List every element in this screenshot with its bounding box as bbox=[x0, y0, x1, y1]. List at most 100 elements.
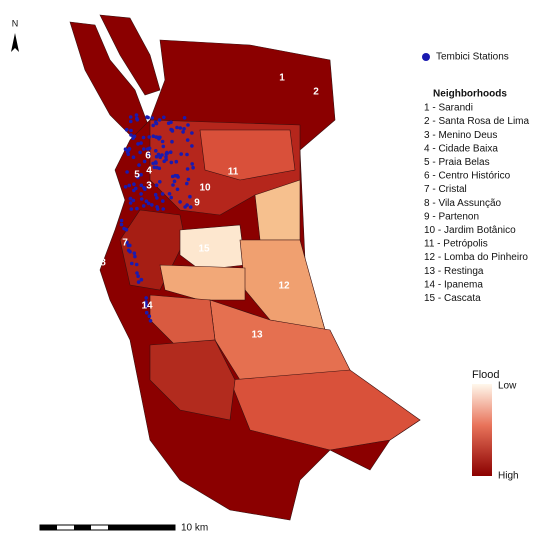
map-label: 6 bbox=[145, 151, 151, 162]
station-dot bbox=[175, 125, 179, 130]
map-label: 2 bbox=[313, 87, 319, 98]
station-dot bbox=[157, 118, 162, 122]
station-dot bbox=[128, 243, 132, 248]
station-dot bbox=[144, 310, 149, 315]
station-dot bbox=[139, 172, 143, 177]
station-dot bbox=[139, 192, 143, 196]
station-dot bbox=[148, 319, 153, 323]
map-label: 15 bbox=[198, 244, 210, 255]
station-dot bbox=[186, 177, 191, 182]
neighborhood-item: 12 - Lomba do Pinheiro bbox=[424, 252, 528, 263]
station-dot bbox=[182, 127, 186, 131]
neighborhood-item: 2 - Santa Rosa de Lima bbox=[424, 116, 529, 127]
station-dot bbox=[160, 192, 165, 196]
station-dot bbox=[172, 179, 177, 184]
scale-bar-segment bbox=[74, 525, 91, 530]
neighborhood-item: 4 - Cidade Baixa bbox=[424, 143, 498, 154]
station-dot bbox=[179, 152, 183, 156]
station-dot bbox=[169, 160, 174, 165]
neighborhood-item: 13 - Restinga bbox=[424, 266, 484, 277]
station-dot bbox=[128, 201, 133, 205]
station-dot bbox=[132, 134, 137, 139]
station-dot bbox=[135, 271, 139, 275]
station-dot bbox=[185, 167, 190, 171]
neighborhood-item: 6 - Centro Histórico bbox=[424, 171, 511, 182]
neighborhood-item: 9 - Partenon bbox=[424, 211, 479, 222]
station-dot bbox=[171, 183, 175, 187]
station-dot bbox=[124, 127, 129, 132]
station-dot bbox=[137, 163, 141, 167]
station-dot bbox=[135, 116, 139, 121]
station-dot bbox=[155, 196, 159, 200]
map-label: 9 bbox=[194, 198, 200, 209]
station-dot bbox=[132, 251, 137, 255]
station-dot bbox=[142, 186, 146, 190]
station-dot bbox=[128, 249, 132, 254]
station-dot bbox=[185, 203, 189, 207]
station-dot bbox=[136, 175, 140, 180]
station-dot bbox=[181, 130, 185, 134]
station-dot bbox=[150, 203, 154, 207]
station-dot bbox=[170, 129, 175, 133]
station-dot bbox=[154, 183, 159, 187]
flood-title: Flood bbox=[472, 369, 500, 381]
flood-high: High bbox=[498, 471, 519, 482]
station-legend-dot bbox=[422, 53, 430, 61]
station-dot bbox=[130, 261, 134, 266]
north-label: N bbox=[12, 18, 19, 28]
station-dot bbox=[162, 115, 166, 120]
station-dot bbox=[190, 144, 194, 148]
station-dot bbox=[123, 185, 128, 189]
station-dot bbox=[188, 194, 192, 199]
station-dot bbox=[164, 155, 168, 159]
station-dot bbox=[125, 240, 129, 245]
station-dot bbox=[151, 161, 155, 166]
station-dot bbox=[175, 187, 180, 192]
station-dot bbox=[153, 192, 158, 197]
map-label: 5 bbox=[134, 170, 140, 181]
scale-bar: 10 km bbox=[39, 523, 208, 534]
neighborhood-item: 10 - Jardim Botânico bbox=[424, 225, 516, 236]
station-dot bbox=[127, 183, 131, 188]
station-dot bbox=[152, 165, 157, 170]
station-dot bbox=[166, 121, 171, 125]
station-dot bbox=[144, 302, 148, 307]
station-dot bbox=[132, 188, 136, 193]
station-dot bbox=[174, 159, 179, 164]
station-dot bbox=[144, 199, 149, 203]
station-dot bbox=[185, 181, 189, 186]
neighborhood-item: 15 - Cascata bbox=[424, 293, 481, 304]
neighborhood-item: 11 - Petrópolis bbox=[424, 239, 488, 250]
station-dot bbox=[186, 123, 190, 127]
neighborhood-item: 14 - Ipanema bbox=[424, 279, 483, 290]
station-dot bbox=[135, 206, 139, 211]
station-dot bbox=[128, 196, 133, 201]
station-dot bbox=[132, 182, 136, 186]
station-dot bbox=[150, 116, 155, 120]
station-dot bbox=[145, 147, 150, 151]
station-dot bbox=[139, 141, 143, 145]
station-dot bbox=[164, 157, 168, 162]
station-dot bbox=[133, 254, 137, 259]
map-label: 14 bbox=[141, 301, 153, 312]
north-arrow-icon bbox=[11, 33, 19, 52]
map-label: 7 bbox=[122, 238, 128, 249]
station-dot bbox=[139, 183, 144, 188]
map-label: 12 bbox=[278, 281, 290, 292]
map-label: 11 bbox=[228, 167, 239, 178]
station-dot bbox=[129, 128, 133, 133]
station-dot bbox=[141, 204, 146, 208]
map-label: 13 bbox=[251, 330, 263, 341]
station-dot bbox=[139, 277, 144, 282]
station-dot bbox=[156, 152, 161, 157]
scale-bar-segment bbox=[40, 525, 57, 530]
map-label: 4 bbox=[146, 166, 152, 177]
station-dot bbox=[136, 142, 140, 146]
station-dot bbox=[146, 201, 151, 206]
station-dot bbox=[190, 162, 194, 166]
station-dot bbox=[167, 192, 172, 196]
station-dot bbox=[161, 199, 165, 203]
station-dot bbox=[154, 120, 158, 124]
